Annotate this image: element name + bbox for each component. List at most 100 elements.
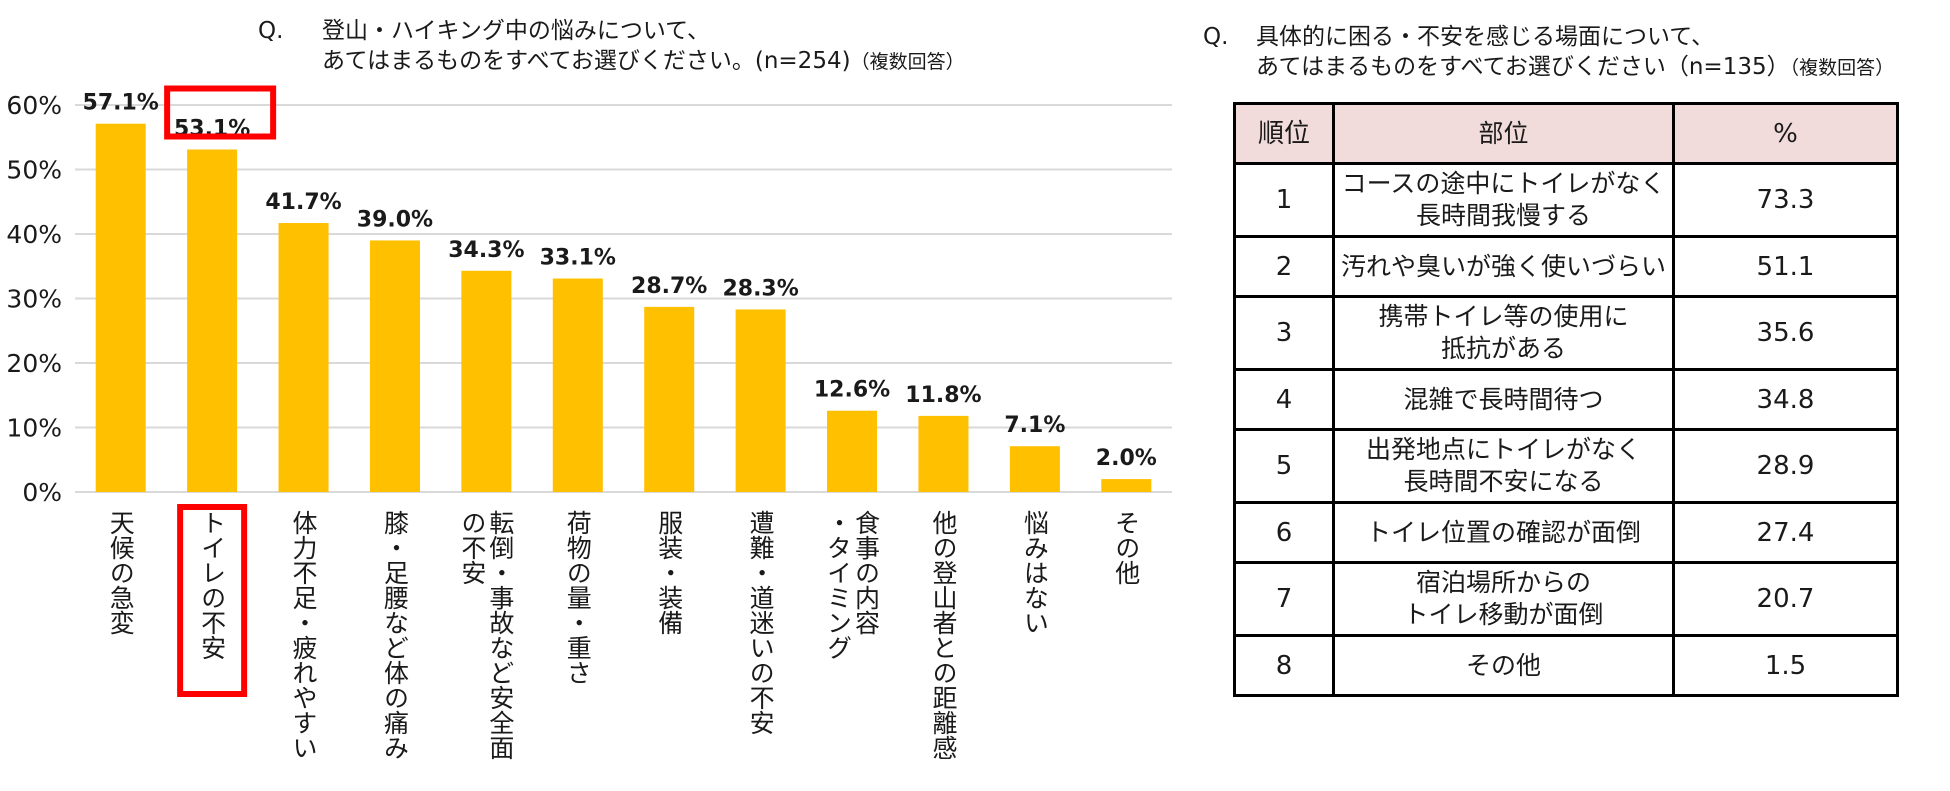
x-category-label: 悩みはない (1020, 510, 1049, 635)
svg-text:膝・足腰など体の痛み: 膝・足腰など体の痛み (380, 510, 409, 760)
left-question-line1: 登山・ハイキング中の悩みについて、 (322, 18, 711, 44)
y-tick-label: 30% (6, 285, 62, 314)
item-cell: トイレ位置の確認が面倒 (1332, 501, 1675, 564)
percent-cell: 34.8 (1672, 368, 1899, 431)
item-cell-line: 携帯トイレ等の使用に (1378, 302, 1629, 331)
x-category-label: 天候の急変 (106, 510, 135, 635)
y-tick-label: 50% (6, 156, 62, 185)
x-category-label: その他 (1112, 510, 1141, 585)
left-question-mark: Q. (258, 18, 284, 44)
item-cell-line: 汚れや臭いが強く使いづらい (1340, 251, 1666, 281)
item-cell: その他 (1332, 634, 1675, 697)
bar-value-label: 39.0% (357, 207, 433, 232)
rank-cell: 5 (1233, 428, 1335, 504)
table-row: 1 コースの途中にトイレがなく 長時間我慢する 73.3 (1233, 162, 1899, 238)
y-tick-label: 0% (22, 478, 62, 507)
left-question-note: （複数回答） (850, 51, 965, 73)
percent-cell: 51.1 (1672, 235, 1899, 298)
svg-text:服装・装備: 服装・装備 (655, 510, 684, 635)
svg-text:転倒・事故など安全面の不安: 転倒・事故など安全面の不安 (458, 510, 515, 760)
bar (918, 415, 969, 492)
table-row: 4 混雑で長時間待つ 34.8 (1233, 368, 1899, 431)
x-category-label: 他の登山者との距離感 (929, 510, 958, 760)
bar (1101, 479, 1152, 492)
item-cell-line: トイレ移動が面倒 (1403, 600, 1604, 629)
y-tick-label: 10% (6, 414, 62, 443)
rank-cell: 1 (1233, 162, 1335, 238)
percent-cell: 1.5 (1672, 634, 1899, 697)
left-question: Q. 登山・ハイキング中の悩みについて、 あてはまるものをすべてお選びください。… (258, 16, 965, 77)
header-rank: 順位 (1233, 102, 1335, 165)
x-category-label: 転倒・事故など安全面の不安 (458, 510, 515, 760)
rank-cell: 6 (1233, 501, 1335, 564)
right-question-line1: 具体的に困る・不安を感じる場面について、 (1256, 24, 1715, 50)
item-cell-line: 出発地点にトイレがなく (1365, 435, 1641, 464)
bar-value-label: 41.7% (265, 190, 341, 215)
item-cell: 汚れや臭いが強く使いづらい (1332, 235, 1675, 298)
item-cell-line: コースの途中にトイレがなく (1341, 169, 1666, 198)
header-percent: % (1672, 102, 1899, 165)
item-cell-line: その他 (1465, 650, 1541, 680)
left-question-line2: あてはまるものをすべてお選びください。(n=254) (322, 48, 851, 74)
percent-cell: 20.7 (1672, 561, 1899, 637)
svg-text:トイレの不安: トイレの不安 (198, 510, 227, 660)
item-cell: コースの途中にトイレがなく 長時間我慢する (1332, 162, 1675, 238)
rank-cell: 3 (1233, 295, 1335, 371)
rank-cell: 8 (1233, 634, 1335, 697)
table-row: 6 トイレ位置の確認が面倒 27.4 (1233, 501, 1899, 564)
bar-value-label: 34.3% (448, 238, 524, 263)
x-category-label: 食事の内容・タイミング (824, 510, 881, 660)
bar (735, 309, 786, 492)
table-row: 3 携帯トイレ等の使用に 抵抗がある 35.6 (1233, 295, 1899, 371)
svg-text:天候の急変: 天候の急変 (106, 510, 135, 635)
table-row: 2 汚れや臭いが強く使いづらい 51.1 (1233, 235, 1899, 298)
item-cell: 混雑で長時間待つ (1332, 368, 1675, 431)
bar (1009, 446, 1060, 492)
right-question-mark: Q. (1203, 24, 1229, 50)
svg-text:悩みはない: 悩みはない (1020, 510, 1049, 635)
bar (552, 278, 603, 492)
bar (187, 149, 238, 492)
table-row: 5 出発地点にトイレがなく 長時間不安になる 28.9 (1233, 428, 1899, 504)
rank-cell: 7 (1233, 561, 1335, 637)
svg-text:荷物の量・重さ: 荷物の量・重さ (563, 510, 592, 685)
x-category-label: 服装・装備 (655, 510, 684, 635)
svg-text:他の登山者との距離感: 他の登山者との距離感 (929, 510, 958, 760)
bar-value-label: 28.3% (722, 276, 798, 301)
bar (827, 410, 878, 492)
rank-cell: 4 (1233, 368, 1335, 431)
y-tick-label: 40% (6, 220, 62, 249)
item-cell-line: 宿泊場所からの (1415, 568, 1591, 597)
header-item: 部位 (1332, 102, 1675, 165)
table-row: 8 その他 1.5 (1233, 634, 1899, 697)
svg-text:体力不足・疲れやすい: 体力不足・疲れやすい (289, 510, 318, 760)
svg-text:食事の内容・タイミング: 食事の内容・タイミング (824, 510, 881, 660)
bar-value-label: 7.1% (1004, 413, 1065, 438)
bar-value-label: 11.8% (905, 383, 981, 408)
bar (461, 270, 512, 492)
table-row: 7 宿泊場所からの トイレ移動が面倒 20.7 (1233, 561, 1899, 637)
highlight-value-box (164, 85, 277, 140)
y-tick-label: 20% (6, 349, 62, 378)
x-category-label: 体力不足・疲れやすい (289, 510, 318, 760)
bar-value-label: 12.6% (814, 378, 890, 403)
item-cell-line: 長時間我慢する (1415, 201, 1591, 230)
percent-cell: 28.9 (1672, 428, 1899, 504)
right-question-note: （複数回答） (1789, 57, 1895, 79)
x-category-label: トイレの不安 (198, 510, 227, 660)
item-cell: 出発地点にトイレがなく 長時間不安になる (1332, 428, 1675, 504)
item-cell: 宿泊場所からの トイレ移動が面倒 (1332, 561, 1675, 637)
bar (369, 240, 420, 492)
x-category-label: 遭難・道迷いの不安 (746, 510, 775, 735)
percent-cell: 35.6 (1672, 295, 1899, 371)
item-cell-line: 混雑で長時間待つ (1403, 384, 1604, 414)
bar (644, 306, 695, 492)
table-header-row: 順位 部位 % (1233, 102, 1899, 165)
item-cell-line: トイレ位置の確認が面倒 (1365, 517, 1641, 547)
ranking-table: 順位 部位 % 1 コースの途中にトイレがなく 長時間我慢する 73.3 2 汚れや臭いが… (1233, 102, 1899, 697)
right-question-line2: あてはまるものをすべてお選びください（n=135） (1256, 54, 1790, 80)
x-category-label: 荷物の量・重さ (563, 510, 592, 685)
bar-chart: 0%10%20%30%40%50%60% 57.1%53.1%41.7%39.0… (6, 85, 1172, 760)
y-tick-label: 60% (6, 91, 62, 120)
svg-text:遭難・道迷いの不安: 遭難・道迷いの不安 (746, 510, 775, 735)
